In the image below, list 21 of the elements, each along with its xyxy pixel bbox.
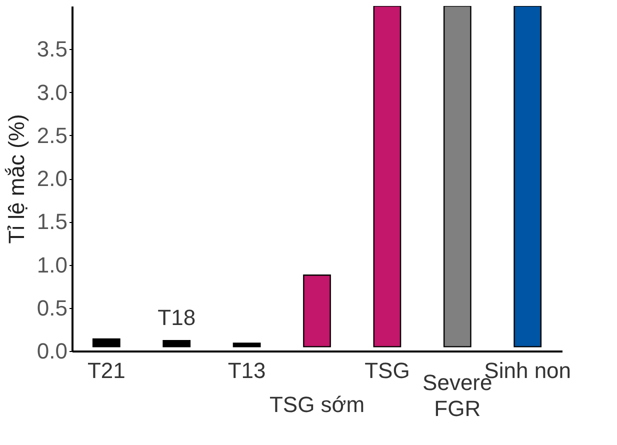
x-tick-label: T13 — [228, 358, 266, 383]
bar — [232, 342, 261, 348]
bar — [443, 6, 472, 348]
y-tick-label: 1.0 — [36, 252, 68, 278]
x-tick-label: TSG sớm — [269, 392, 365, 417]
bar — [303, 274, 331, 348]
y-tick-label: 2.5 — [36, 122, 68, 148]
x-tick-label: T18 — [158, 305, 196, 330]
bar — [373, 6, 402, 348]
y-tick-label: 0.5 — [36, 295, 68, 320]
y-axis-title: Tỉ lệ mắc (%) — [4, 114, 29, 244]
x-tick-label: T21 — [87, 358, 126, 383]
bar — [514, 6, 542, 348]
bar — [92, 338, 120, 348]
y-tick-label: 2.0 — [36, 166, 68, 191]
bar — [162, 340, 191, 348]
y-tick-label: 3.5 — [36, 36, 68, 62]
y-tick-label: 1.5 — [36, 209, 68, 234]
y-tick-label: 3.0 — [36, 80, 68, 105]
x-tick-label: TSG — [364, 358, 410, 383]
y-tick-label: 0.0 — [36, 338, 68, 364]
